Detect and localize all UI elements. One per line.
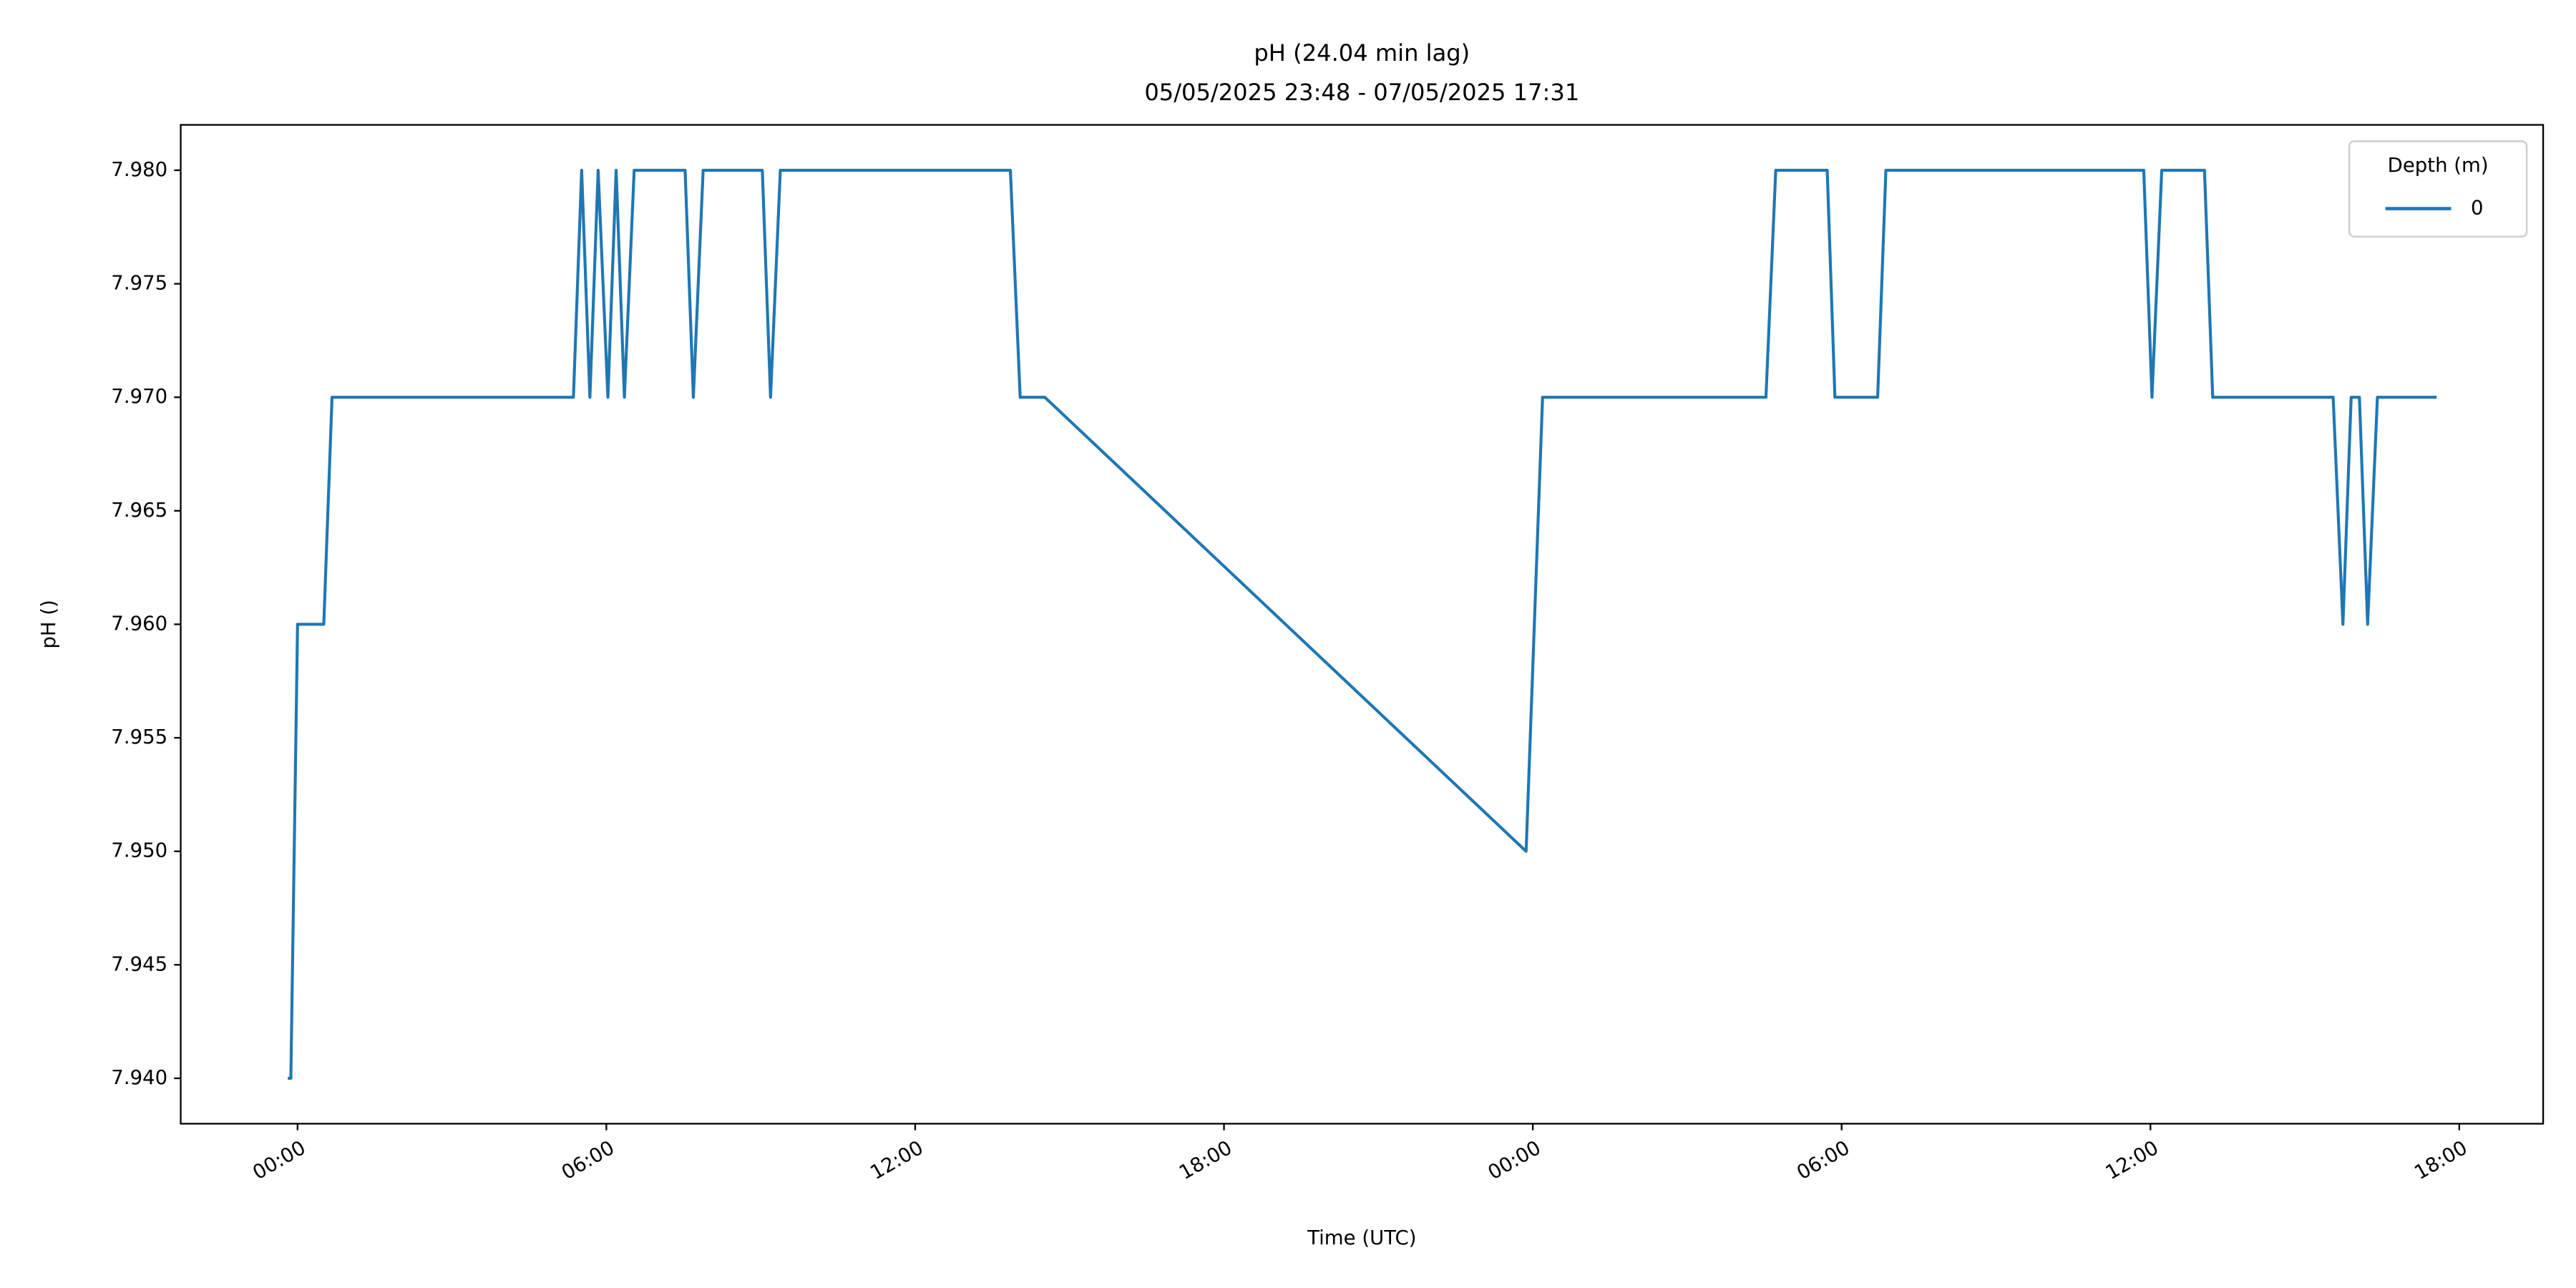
x-tick-label: 00:00 <box>1484 1136 1545 1184</box>
x-tick-label: 00:00 <box>249 1136 310 1184</box>
x-tick-label: 06:00 <box>1793 1136 1854 1184</box>
data-line <box>288 168 2437 1080</box>
legend-title: Depth (m) <box>2388 154 2489 177</box>
x-tick-label: 06:00 <box>557 1136 618 1184</box>
y-tick-label: 7.950 <box>111 839 167 862</box>
legend-box <box>2348 140 2528 238</box>
chart-title: pH (24.04 min lag) <box>1254 39 1470 67</box>
y-tick-label: 7.960 <box>111 612 167 635</box>
y-tick-label: 7.965 <box>111 499 167 522</box>
legend-label: 0 <box>2471 197 2484 220</box>
x-tick-label: 18:00 <box>1175 1136 1236 1184</box>
y-tick-label: 7.955 <box>111 726 167 748</box>
y-axis-label: pH () <box>37 600 60 648</box>
chart-subtitle: 05/05/2025 23:48 - 07/05/2025 17:31 <box>1144 79 1579 106</box>
x-tick-label: 12:00 <box>867 1136 927 1184</box>
y-tick-label: 7.940 <box>111 1066 167 1089</box>
plot-frame <box>180 124 2545 1125</box>
y-tick-label: 7.980 <box>111 158 167 181</box>
x-axis-label: Time (UTC) <box>1307 1226 1416 1249</box>
x-tick-label: 12:00 <box>2102 1136 2162 1184</box>
y-tick-label: 7.970 <box>111 385 167 408</box>
y-tick-label: 7.945 <box>111 952 167 975</box>
x-tick-label: 18:00 <box>2411 1136 2472 1184</box>
y-tick-label: 7.975 <box>111 272 167 295</box>
